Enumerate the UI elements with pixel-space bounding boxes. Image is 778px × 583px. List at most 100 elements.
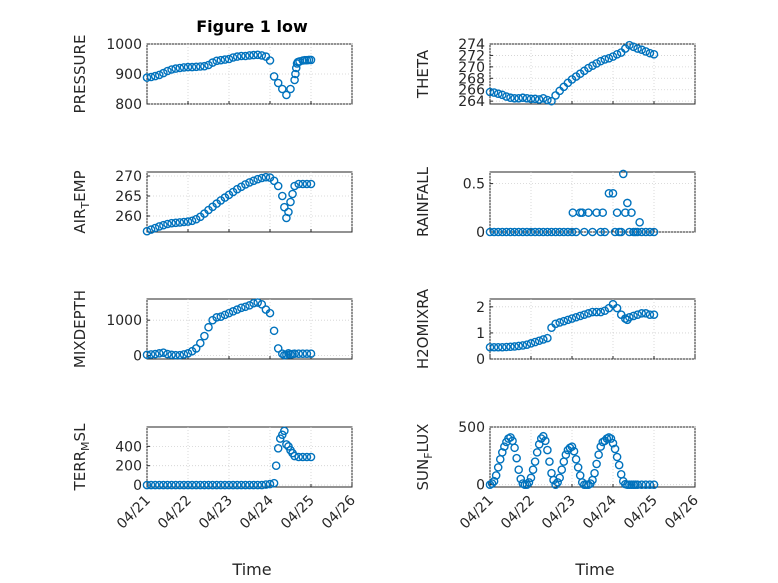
data-point [290, 349, 299, 359]
data-point [493, 227, 503, 237]
data-point [261, 480, 271, 489]
data-point [261, 172, 271, 182]
data-point [150, 71, 160, 81]
data-point [571, 455, 581, 464]
data-point [510, 93, 519, 103]
data-point [204, 480, 213, 490]
data-point [150, 480, 160, 490]
data-point [236, 303, 246, 313]
data-point [159, 68, 168, 78]
data-point [633, 227, 642, 237]
data-point [284, 207, 293, 217]
data-point [608, 438, 618, 448]
y-axis-label-rainfall: RAINFALL [414, 166, 432, 237]
data-point [604, 53, 614, 63]
data-point [171, 64, 180, 73]
data-point [573, 463, 583, 472]
data-point [571, 312, 581, 322]
data-point [253, 174, 263, 184]
data-point [298, 452, 308, 462]
data-point [175, 350, 185, 360]
data-point [518, 227, 528, 237]
data-point [290, 181, 299, 191]
data-point [584, 309, 593, 318]
data-point [298, 349, 308, 359]
data-point [228, 480, 238, 490]
data-point [298, 179, 308, 189]
data-point [577, 208, 587, 217]
data-point [514, 227, 524, 237]
data-point [220, 480, 230, 490]
data-point [249, 298, 258, 308]
data-point [249, 176, 258, 186]
data-point [534, 95, 544, 104]
data-point [216, 312, 226, 321]
data-point [625, 312, 634, 322]
data-point [526, 339, 536, 348]
y-axis-label-air-temp: AIRTEMP [71, 170, 92, 233]
data-point [526, 94, 536, 104]
x-axis-label-left: Time [231, 560, 271, 579]
data-point [502, 227, 511, 237]
data-point [302, 179, 312, 189]
y-tick-label: 2 [476, 300, 485, 316]
data-point [512, 453, 521, 463]
data-point [269, 72, 279, 81]
data-point [551, 227, 560, 237]
data-point [596, 56, 606, 66]
x-tick-label: 04/23 [196, 493, 236, 533]
data-point [183, 349, 193, 358]
data-point [524, 478, 534, 487]
y-axis-label-theta: THETA [414, 49, 432, 99]
data-point [592, 208, 601, 217]
data-point [228, 53, 238, 62]
data-point [493, 342, 503, 352]
data-point [584, 63, 593, 73]
y-tick-label: 1 [476, 326, 485, 342]
data-point [489, 342, 499, 352]
data-point [526, 227, 536, 237]
data-point [553, 478, 562, 487]
data-point [302, 452, 312, 462]
y-axis-label-mixdepth: MIXDEPTH [71, 290, 89, 368]
data-point [641, 47, 651, 56]
x-tick-label: 04/25 [278, 493, 318, 533]
data-point [588, 307, 597, 317]
x-tick-label: 04/22 [155, 493, 195, 533]
data-point [191, 480, 201, 490]
data-point [649, 49, 659, 59]
data-point [220, 310, 230, 320]
data-point [547, 96, 556, 106]
data-point [154, 222, 164, 231]
data-point [191, 62, 201, 72]
y-tick-label: 400 [115, 439, 142, 455]
data-point [555, 318, 565, 327]
y-axis-label-h2omixra: H2OMIXRA [414, 288, 432, 369]
y-tick-label: 0 [476, 352, 485, 368]
data-point [290, 451, 299, 461]
data-point [645, 310, 655, 319]
data-point [179, 63, 189, 72]
data-point [608, 188, 618, 198]
data-point [232, 305, 242, 314]
panel-air-temp: 260 265 270 AIRTEMP [71, 169, 353, 236]
data-point [175, 480, 185, 490]
data-point [236, 51, 246, 61]
data-point [294, 179, 304, 189]
data-point [516, 474, 526, 484]
data-point [146, 480, 156, 490]
data-point [282, 350, 291, 360]
data-point [637, 480, 647, 489]
data-point [159, 220, 168, 230]
data-point [154, 480, 164, 490]
data-point [294, 349, 304, 359]
data-point [561, 450, 571, 459]
y-axis-label-terr-msl: TERRMSL [71, 423, 92, 492]
data-point [649, 227, 659, 237]
data-point [518, 93, 528, 103]
data-point [633, 480, 642, 489]
data-point [167, 480, 176, 490]
data-point [596, 227, 606, 237]
